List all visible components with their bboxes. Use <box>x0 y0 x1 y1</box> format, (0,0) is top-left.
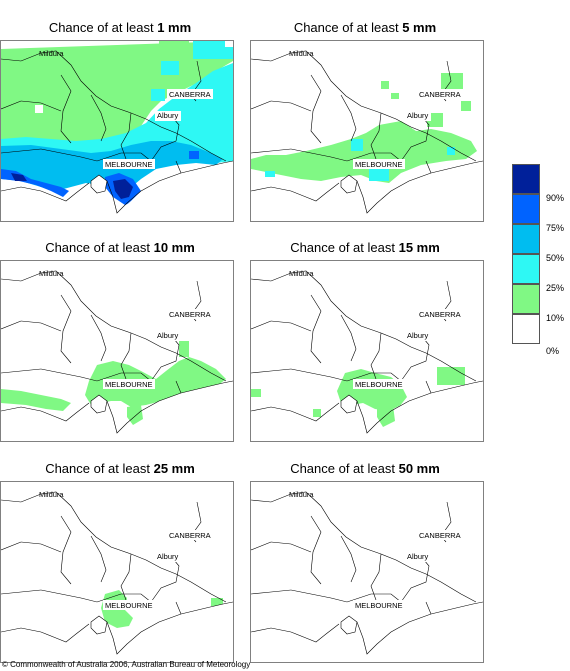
map-25mm: Mildura CANBERRA Albury MELBOURNE <box>0 481 234 663</box>
map-5mm: Mildura CANBERRA Albury MELBOURNE <box>250 40 484 222</box>
map-15mm: Mildura CANBERRA Albury MELBOURNE <box>250 260 484 442</box>
panel-title-10mm: Chance of at least 10 mm <box>0 240 240 255</box>
title-prefix: Chance of at least <box>45 240 154 255</box>
legend-swatch-10 <box>512 284 540 314</box>
map-50mm: Mildura CANBERRA Albury MELBOURNE <box>250 481 484 663</box>
label-canberra: CANBERRA <box>419 90 461 99</box>
label-canberra: CANBERRA <box>419 531 461 540</box>
map-10mm-svg: Mildura CANBERRA Albury MELBOURNE <box>1 269 233 441</box>
panel-title-25mm: Chance of at least 25 mm <box>0 461 240 476</box>
map-1mm-svg: Mildura CANBERRA Albury MELBOURNE <box>1 41 233 221</box>
label-mildura: Mildura <box>289 490 314 499</box>
title-amount: 10 mm <box>153 240 195 255</box>
label-canberra: CANBERRA <box>169 90 211 99</box>
label-melbourne: MELBOURNE <box>355 380 403 389</box>
label-canberra: CANBERRA <box>169 531 211 540</box>
legend-swatch-25 <box>512 254 540 284</box>
legend-swatch-0 <box>512 314 540 344</box>
map-50mm-svg: Mildura CANBERRA Albury MELBOURNE <box>251 490 483 662</box>
title-amount: 15 mm <box>398 240 440 255</box>
legend-swatch-90 <box>512 164 540 194</box>
label-mildura: Mildura <box>289 269 314 278</box>
map-1mm: Mildura CANBERRA Albury MELBOURNE <box>0 40 234 222</box>
panel-title-50mm: Chance of at least 50 mm <box>245 461 485 476</box>
map-25mm-svg: Mildura CANBERRA Albury MELBOURNE <box>1 490 233 662</box>
title-prefix: Chance of at least <box>48 20 158 35</box>
label-canberra: CANBERRA <box>419 310 461 319</box>
panel-title-5mm: Chance of at least 5 mm <box>245 20 485 35</box>
panel-title-15mm: Chance of at least 15 mm <box>245 240 485 255</box>
map-10mm: Mildura CANBERRA Albury MELBOURNE <box>0 260 234 442</box>
label-melbourne: MELBOURNE <box>105 601 153 610</box>
title-prefix: Chance of at least <box>293 20 403 35</box>
legend-label-75: 75% <box>546 223 565 233</box>
map-15mm-svg: Mildura CANBERRA Albury MELBOURNE <box>251 269 483 441</box>
label-melbourne: MELBOURNE <box>355 160 403 169</box>
legend-label-25: 25% <box>546 283 565 293</box>
title-amount: 5 mm <box>402 20 437 35</box>
label-albury: Albury <box>157 552 179 561</box>
label-melbourne: MELBOURNE <box>355 601 403 610</box>
panel-title-1mm: Chance of at least 1 mm <box>0 20 240 35</box>
legend-label-90: 90% <box>546 193 565 203</box>
label-mildura: Mildura <box>39 49 64 58</box>
title-prefix: Chance of at least <box>290 461 399 476</box>
label-albury: Albury <box>157 331 179 340</box>
legend-swatch-50 <box>512 224 540 254</box>
legend-label-0: 0% <box>546 346 560 356</box>
label-mildura: Mildura <box>289 49 314 58</box>
label-mildura: Mildura <box>39 490 64 499</box>
label-albury: Albury <box>407 331 429 340</box>
label-canberra: CANBERRA <box>169 310 211 319</box>
legend-label-50: 50% <box>546 253 565 263</box>
label-melbourne: MELBOURNE <box>105 380 153 389</box>
label-mildura: Mildura <box>39 269 64 278</box>
title-amount: 50 mm <box>398 461 440 476</box>
legend-label-10: 10% <box>546 313 565 323</box>
label-albury: Albury <box>407 552 429 561</box>
label-albury: Albury <box>407 111 429 120</box>
title-amount: 1 mm <box>157 20 192 35</box>
label-melbourne: MELBOURNE <box>105 160 153 169</box>
title-prefix: Chance of at least <box>45 461 154 476</box>
label-albury: Albury <box>157 111 179 120</box>
map-5mm-svg: Mildura CANBERRA Albury MELBOURNE <box>251 49 483 221</box>
copyright-notice: © Commonwealth of Australia 2006, Austra… <box>2 660 251 669</box>
legend-swatch-75 <box>512 194 540 224</box>
title-amount: 25 mm <box>153 461 195 476</box>
title-prefix: Chance of at least <box>290 240 399 255</box>
